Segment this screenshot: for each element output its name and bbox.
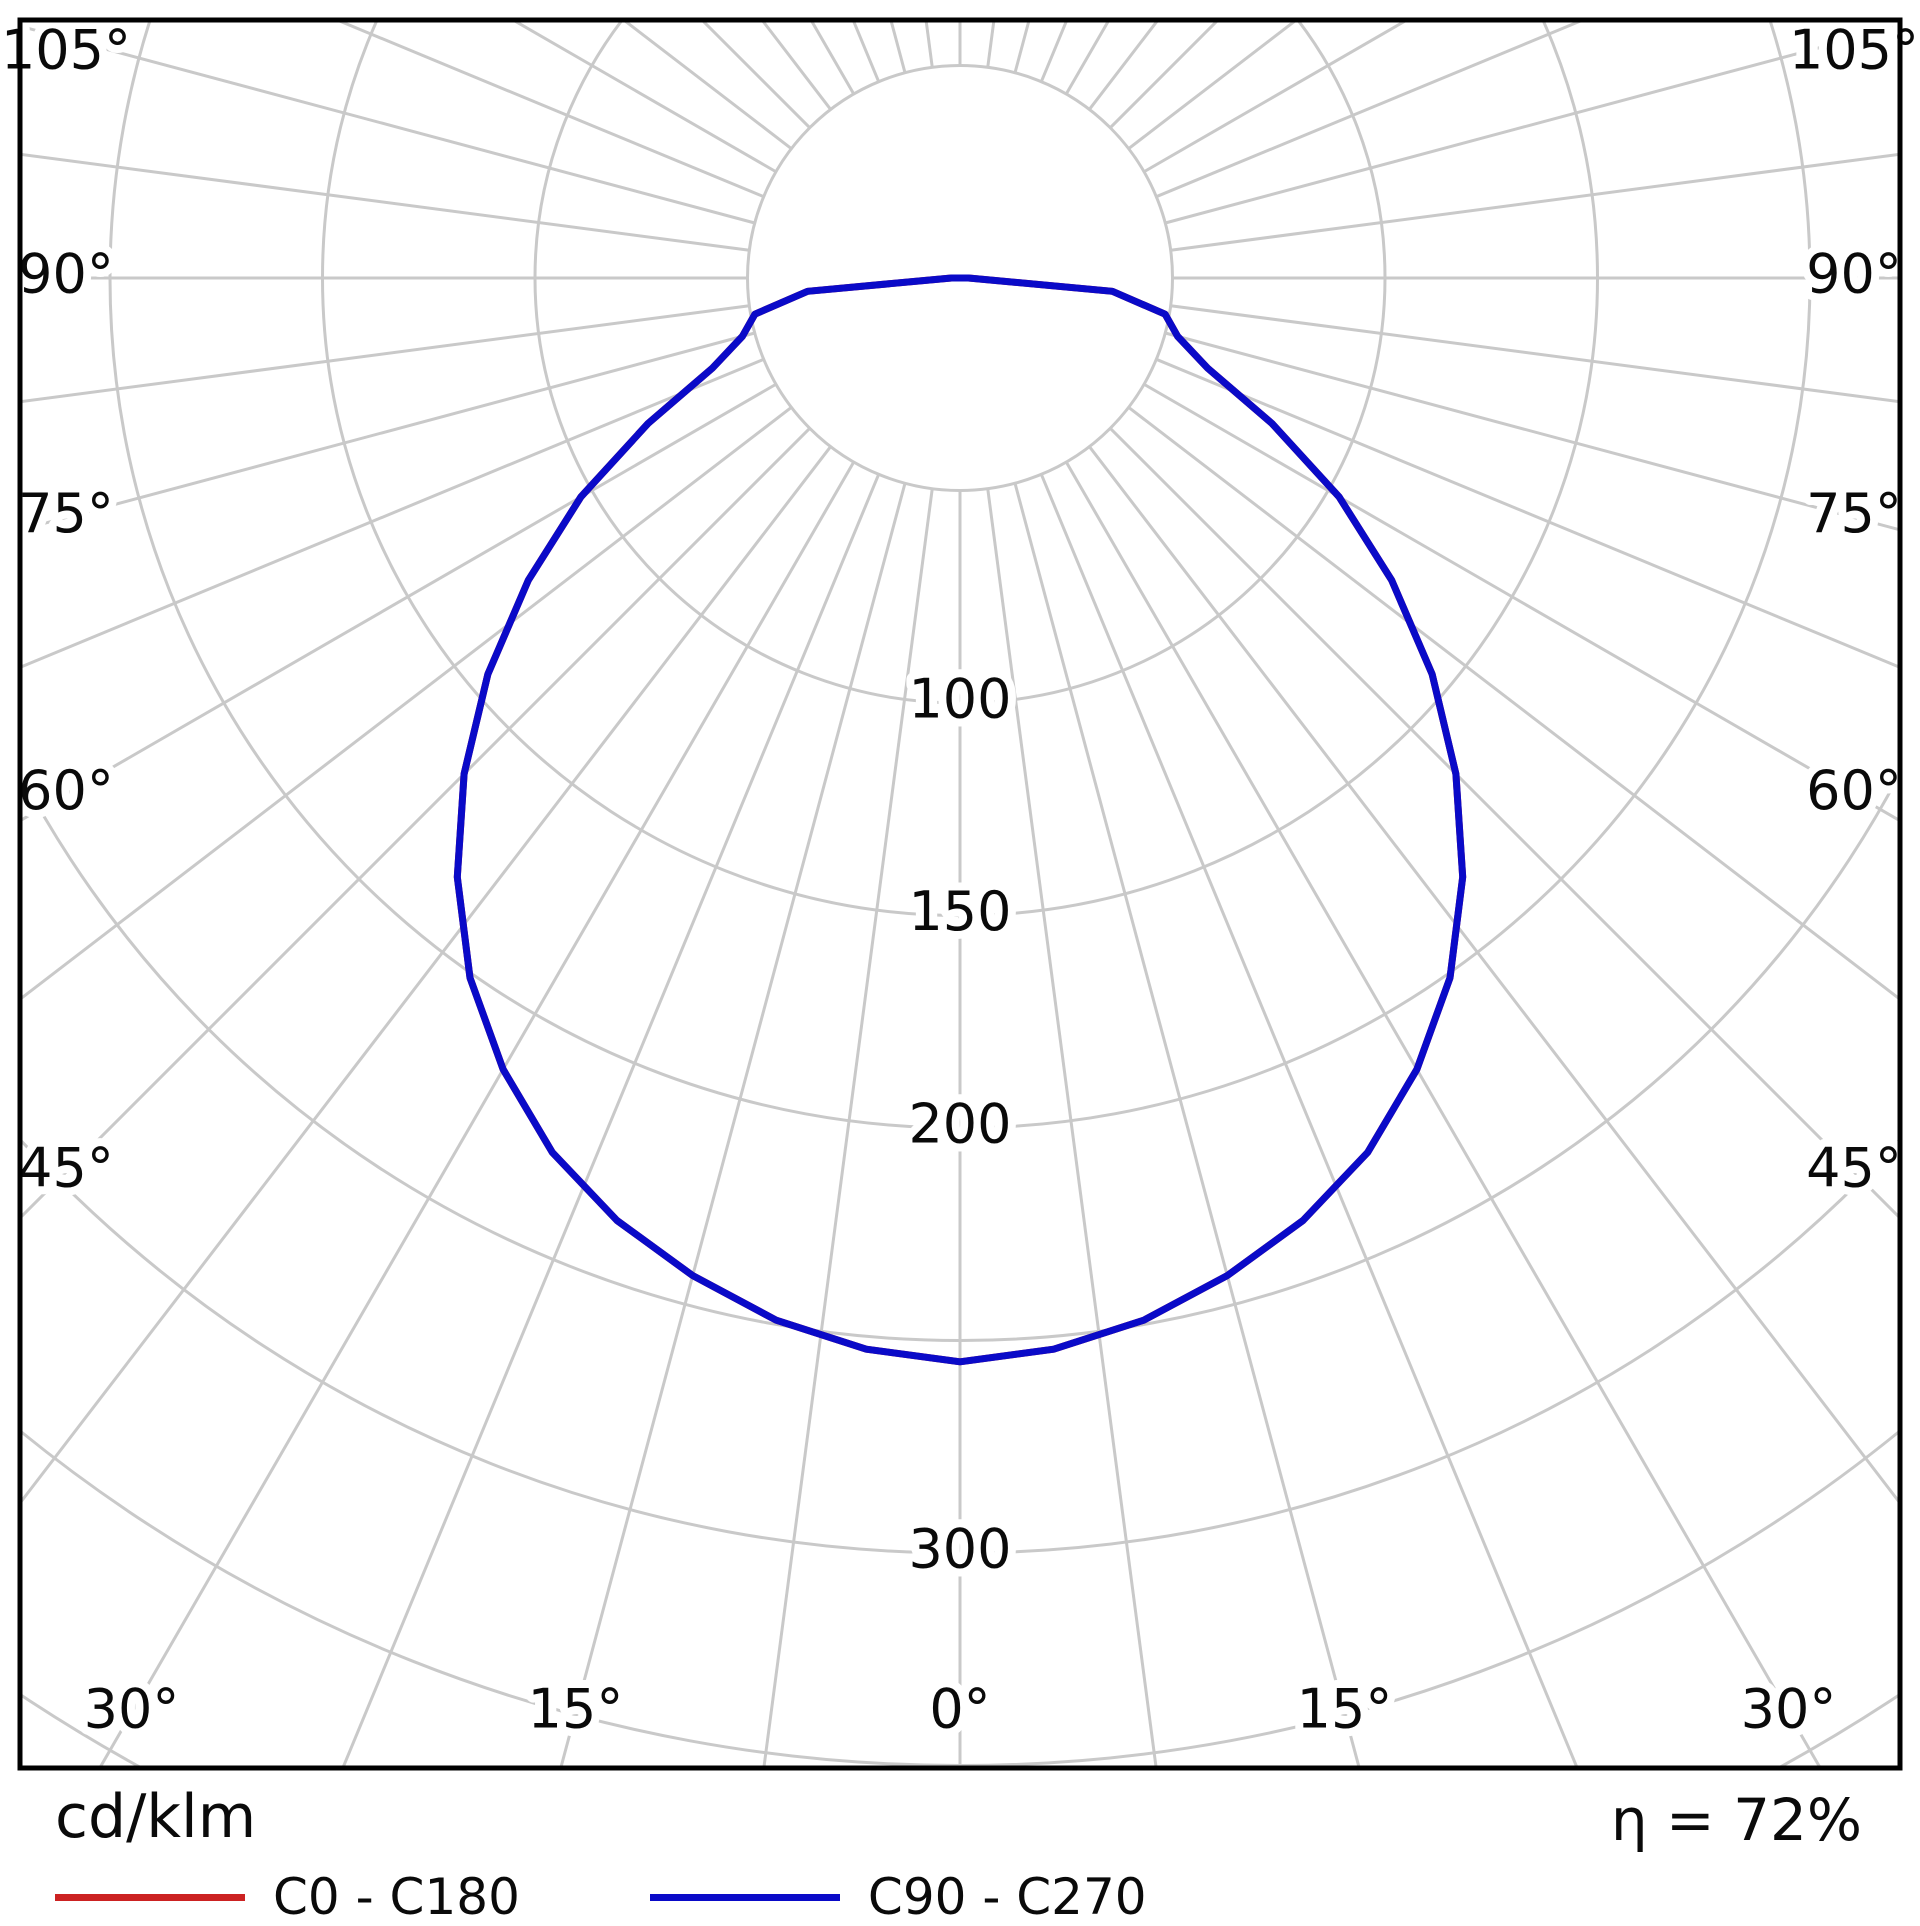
grid-ray-67.5 [1155, 357, 1900, 669]
angle-label-right-45: 45° [1806, 1137, 1902, 1200]
legend-item-c90-c270: C90 - C270 [649, 1868, 1147, 1926]
angle-label-bottom-left-30: 30° [84, 1678, 180, 1741]
angle-label-left-60: 60° [18, 759, 114, 822]
grid-ray-105 [1164, 24, 1900, 225]
grid-ray-15 [1013, 482, 1361, 1768]
legend: C0 - C180 C90 - C270 [55, 1868, 1277, 1926]
plot-border [17, 17, 1903, 1771]
grid-ray-277.5 [20, 304, 750, 404]
grid-ray-337.5 [341, 473, 881, 1768]
grid-ray-322.5 [20, 445, 832, 1506]
chart-footer: cd/klm η = 72% C0 - C180 C90 - C270 [0, 1768, 1920, 1926]
radial-label-150: 150 [908, 880, 1011, 943]
grid-ray-352.5 [762, 488, 934, 1768]
grid-ray-30 [1064, 461, 1822, 1768]
grid-ray-97.5 [1170, 152, 1900, 252]
legend-line-red [55, 1893, 245, 1901]
grid-ray-37.5 [1088, 445, 1900, 1506]
grid-ray-52.5 [1127, 406, 1900, 1002]
grid-ray-7.5 [986, 488, 1158, 1768]
legend-label-c0-c180: C0 - C180 [273, 1868, 520, 1926]
grid-ray-262.5 [20, 152, 750, 252]
grid-ray-75 [1164, 331, 1900, 532]
curve-C90-C270 [453, 274, 1467, 1366]
angle-label-bottom-right-15: 15° [1297, 1678, 1393, 1741]
grid-ray-285 [20, 331, 756, 532]
angle-label-bottom-left-15: 15° [528, 1678, 624, 1741]
grid-ray-45 [1109, 427, 1900, 1221]
units-label: cd/klm [55, 1782, 257, 1852]
grid-ray-247.5 [333, 20, 765, 199]
angle-label-left-75: 75° [18, 482, 114, 545]
angle-label-left-45: 45° [18, 1137, 114, 1200]
angle-label-bottom-right-30: 30° [1741, 1678, 1837, 1741]
grid-ray-112.5 [1155, 20, 1587, 199]
grid-ray-330 [98, 461, 856, 1768]
grid-ray-22.5 [1039, 473, 1579, 1768]
radial-label-100: 100 [908, 668, 1011, 731]
angle-label-left-105: 105° [1, 19, 131, 82]
grid-ray-82.5 [1170, 304, 1900, 404]
angle-label-right-75: 75° [1806, 482, 1902, 545]
angle-label-right-60: 60° [1806, 759, 1902, 822]
grid-ray-315 [20, 427, 811, 1221]
angle-label-right-105: 105° [1789, 19, 1919, 82]
angle-label-left-90: 90° [18, 243, 114, 306]
angle-label-right-90: 90° [1806, 243, 1902, 306]
legend-label-c90-c270: C90 - C270 [867, 1868, 1147, 1926]
legend-line-blue [649, 1893, 840, 1901]
radial-label-300: 300 [908, 1518, 1011, 1581]
axis-labels: 100 150 200 300 45° 45° 60° 60° 75° 75° 90° 90° 105°… [0, 11, 1920, 1749]
radial-label-200: 200 [908, 1093, 1011, 1156]
angle-label-bottom-0: 0° [929, 1678, 990, 1741]
grid-ray-345 [559, 482, 907, 1768]
intensity-curves [453, 274, 1467, 1366]
grid-ray-255 [20, 24, 756, 225]
efficiency-label: η = 72% [1610, 1786, 1862, 1854]
grid-ray-292.5 [20, 357, 765, 669]
legend-item-c0-c180: C0 - C180 [55, 1868, 520, 1926]
grid-ray-60 [1143, 382, 1900, 823]
grid-ray-307.5 [20, 406, 793, 1002]
grid-ray-300 [20, 382, 777, 823]
